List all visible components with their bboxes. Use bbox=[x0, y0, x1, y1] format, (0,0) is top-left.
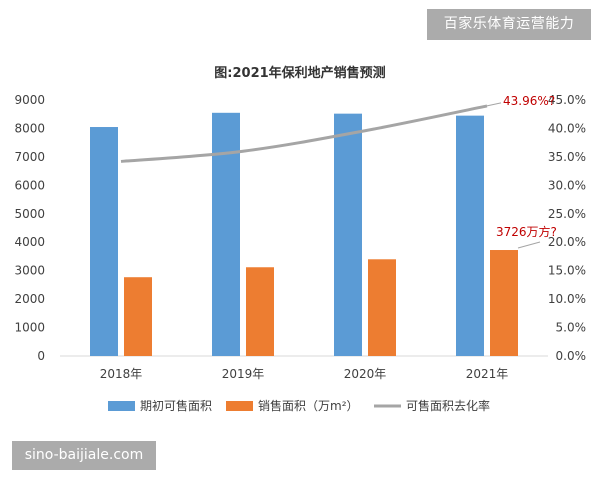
annotation-rate-label: 43.96%? bbox=[503, 94, 555, 108]
y-left-tick-label: 5000 bbox=[14, 207, 45, 221]
bar-sales-area bbox=[246, 267, 274, 356]
line-sellthrough-rate bbox=[120, 104, 488, 163]
x-axis-labels: 2018年 2019年 2020年 2021年 bbox=[100, 367, 509, 381]
y-left-tick-label: 8000 bbox=[14, 121, 45, 135]
legend-label: 可售面积去化率 bbox=[406, 398, 490, 413]
y-left-tick-label: 0 bbox=[37, 349, 45, 363]
legend: 期初可售面积 销售面积（万m²） 可售面积去化率 bbox=[108, 398, 490, 413]
y-right-tick-label: 20.0% bbox=[548, 235, 586, 249]
legend-swatch bbox=[108, 401, 135, 411]
legend-label: 销售面积（万m²） bbox=[258, 398, 359, 413]
watermark-top: 百家乐体育运营能力 bbox=[427, 9, 591, 40]
watermark-bottom: sino-baijiale.com bbox=[12, 441, 156, 470]
annotations: 43.96%? 3726万方? bbox=[486, 94, 557, 249]
y-right-tick-label: 15.0% bbox=[548, 264, 586, 278]
annotation-leader-line bbox=[517, 241, 541, 249]
x-tick-label: 2019年 bbox=[222, 367, 265, 381]
y-left-tick-label: 7000 bbox=[14, 150, 45, 164]
bar-initial-available-area bbox=[456, 115, 484, 357]
bar-initial-available-area bbox=[212, 112, 240, 356]
y-right-tick-label: 35.0% bbox=[548, 150, 586, 164]
bar-sales-area bbox=[490, 250, 518, 356]
y-left-tick-label: 3000 bbox=[14, 264, 45, 278]
annotation-leader-line bbox=[486, 102, 502, 107]
bar-sales-area bbox=[124, 277, 152, 356]
chart-title: 图:2021年保利地产销售预测 bbox=[214, 65, 385, 81]
y-right-tick-label: 45.0% bbox=[548, 93, 586, 107]
y-right-tick-label: 0.0% bbox=[556, 349, 587, 363]
x-tick-label: 2021年 bbox=[466, 367, 509, 381]
x-tick-label: 2018年 bbox=[100, 367, 143, 381]
x-tick-label: 2020年 bbox=[344, 367, 387, 381]
y-right-axis: 0.0% 5.0% 10.0% 15.0% 20.0% 25.0% 30.0% 35.0% 40… bbox=[548, 93, 586, 363]
y-right-tick-label: 40.0% bbox=[548, 121, 586, 135]
legend-label: 期初可售面积 bbox=[140, 398, 212, 413]
y-left-tick-label: 2000 bbox=[14, 292, 45, 306]
y-right-tick-label: 10.0% bbox=[548, 292, 586, 306]
bars bbox=[90, 112, 518, 357]
line-series bbox=[120, 104, 488, 163]
legend-swatch bbox=[226, 401, 253, 411]
y-left-tick-label: 1000 bbox=[14, 321, 45, 335]
y-left-tick-label: 6000 bbox=[14, 178, 45, 192]
y-left-axis: 0 1000 2000 3000 4000 5000 6000 7000 8000 9000 bbox=[14, 93, 45, 363]
y-right-tick-label: 25.0% bbox=[548, 207, 586, 221]
y-left-tick-label: 4000 bbox=[14, 235, 45, 249]
bar-initial-available-area bbox=[90, 127, 118, 357]
bar-initial-available-area bbox=[334, 113, 362, 356]
bar-sales-area bbox=[368, 259, 396, 356]
y-right-tick-label: 5.0% bbox=[556, 321, 587, 335]
y-right-tick-label: 30.0% bbox=[548, 178, 586, 192]
y-left-tick-label: 9000 bbox=[14, 93, 45, 107]
annotation-sales-label: 3726万方? bbox=[496, 224, 557, 239]
